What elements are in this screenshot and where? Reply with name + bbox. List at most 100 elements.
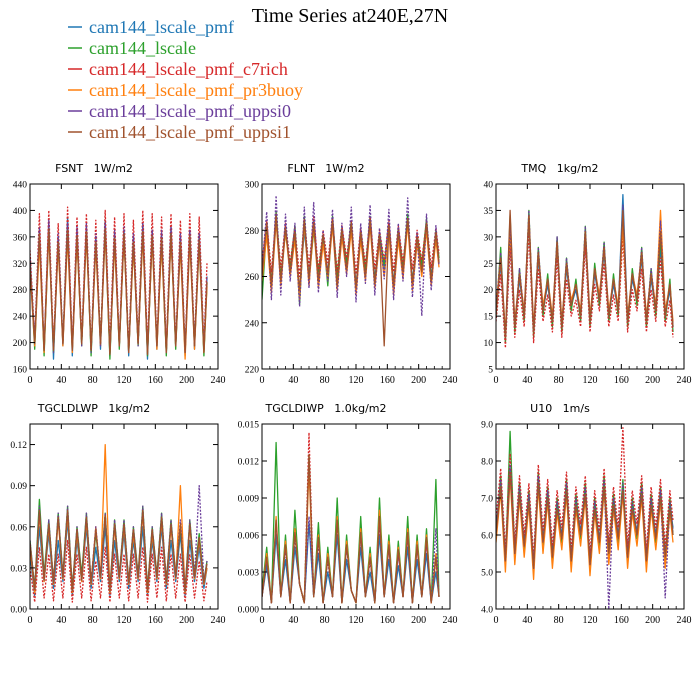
x-tick-label: 80 [88,615,98,626]
x-tick-label: 0 [260,375,265,386]
x-tick-label: 0 [28,375,33,386]
x-tick-label: 160 [380,375,395,386]
x-tick-label: 200 [645,375,660,386]
legend-label: cam144_lscale_pmf_uppsi0 [89,101,291,121]
y-tick-label: 15 [484,313,494,323]
series-group [30,206,208,360]
legend-item: cam144_lscale_pmf [68,17,234,37]
y-tick-label: 0.03 [10,564,27,574]
chart-panel: FLNT 1W/m2 0 40 80 120 160 200 240 220 240 260 280 3… [245,162,458,386]
x-tick-label: 80 [554,375,564,386]
x-tick-label: 0 [260,615,265,626]
x-tick-label: 200 [179,375,194,386]
series-line [496,230,674,349]
x-tick-label: 40 [288,375,298,386]
series-group [496,193,674,349]
x-tick-label: 40 [56,615,66,626]
y-tick-label: 40 [484,181,494,191]
panel-title: FLNT 1W/m2 [287,162,364,175]
y-tick-label: 240 [245,319,260,329]
chart-panel: TGCLDLWP 1kg/m2 0 40 80 120 160 200 240 0.00 0.03… [10,402,225,626]
x-tick-label: 0 [494,615,499,626]
x-tick-label: 160 [380,615,395,626]
figure-title: Time Series at240E,27N [252,5,448,27]
y-tick-label: 0.015 [238,421,260,431]
x-tick-label: 120 [117,375,132,386]
legend-item: cam144_lscale_pmf_uppsi1 [68,122,291,142]
y-tick-label: 320 [13,260,28,270]
y-tick-label: 300 [245,181,260,191]
y-tick-label: 280 [245,227,260,237]
x-tick-label: 80 [320,375,330,386]
y-tick-label: 0.000 [238,606,260,616]
x-tick-label: 40 [56,375,66,386]
x-tick-label: 120 [349,615,364,626]
legend: cam144_lscale_pmfcam144_lscalecam144_lsc… [68,17,303,142]
y-tick-label: 280 [13,286,28,296]
series-line [30,228,208,356]
y-tick-label: 440 [13,181,28,191]
y-tick-label: 360 [13,233,28,243]
x-tick-label: 160 [148,375,163,386]
x-tick-label: 240 [677,615,692,626]
series-line [496,209,674,338]
x-tick-label: 80 [320,615,330,626]
x-tick-label: 0 [494,375,499,386]
panel-title: TMQ 1kg/m2 [520,162,598,175]
x-tick-label: 240 [443,615,458,626]
legend-label: cam144_lscale_pmf_c7rich [89,59,288,79]
series-line [496,467,674,566]
panel-title: FSNT 1W/m2 [55,162,133,175]
x-tick-label: 200 [179,615,194,626]
x-tick-label: 160 [148,615,163,626]
series-line [496,471,674,569]
y-tick-label: 6.0 [481,532,493,542]
x-tick-label: 40 [288,615,298,626]
legend-label: cam144_lscale_pmf [89,17,234,37]
chart-panel: U10 1m/s 0 40 80 120 160 200 240 4.0 5.0 6.0 7.0 8.0… [481,402,691,626]
x-tick-label: 120 [583,375,598,386]
series-group [30,443,208,603]
series-group [262,431,440,604]
x-tick-label: 0 [28,615,33,626]
y-tick-label: 0.00 [10,606,27,616]
x-tick-label: 240 [443,375,458,386]
series-line [262,454,440,604]
y-tick-label: 4.0 [481,606,493,616]
x-tick-label: 40 [522,615,532,626]
y-tick-label: 0.003 [238,569,260,579]
y-tick-label: 400 [13,207,28,217]
y-tick-label: 160 [13,366,28,376]
x-tick-label: 160 [614,615,629,626]
legend-label: cam144_lscale_pmf_uppsi1 [89,122,291,142]
chart-panel: TMQ 1kg/m2 0 40 80 120 160 200 240 5 10 15 20 25 30 35… [484,162,692,386]
y-tick-label: 5.0 [481,569,493,579]
series-group [262,194,440,347]
series-line [262,213,440,278]
y-tick-label: 25 [484,260,494,270]
legend-item: cam144_lscale_pmf_pr3buoy [68,80,303,100]
x-tick-label: 240 [677,375,692,386]
x-tick-label: 240 [211,615,226,626]
y-tick-label: 0.009 [238,495,260,505]
x-tick-label: 200 [645,615,660,626]
legend-label: cam144_lscale [89,38,196,58]
x-tick-label: 80 [88,375,98,386]
y-tick-label: 30 [484,233,494,243]
y-tick-label: 5 [488,366,493,376]
y-tick-label: 240 [13,313,28,323]
x-tick-label: 120 [349,375,364,386]
chart-panel: TGCLDIWP 1.0kg/m2 0 40 80 120 160 200 240 0.000 0… [238,402,458,626]
y-tick-label: 8.0 [481,458,493,468]
y-tick-label: 0.09 [10,482,27,492]
y-tick-label: 0.006 [238,532,260,542]
series-group [496,427,674,609]
y-tick-label: 7.0 [481,495,493,505]
legend-label: cam144_lscale_pmf_pr3buoy [89,80,303,100]
x-tick-label: 40 [522,375,532,386]
panel-title: U10 1m/s [530,402,590,415]
x-tick-label: 200 [411,615,426,626]
chart-panel: FSNT 1W/m2 0 40 80 120 160 200 240 160 200 240 280 3… [13,162,226,386]
x-tick-label: 120 [583,615,598,626]
